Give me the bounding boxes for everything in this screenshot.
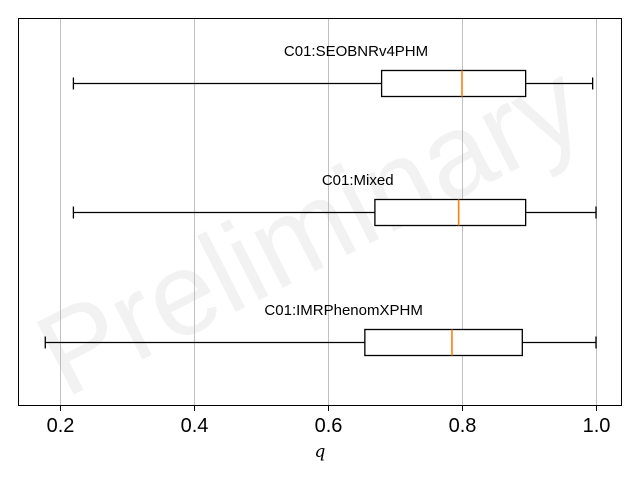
box-series: C01:IMRPhenomXPHM (44, 302, 597, 357)
series-label: C01:SEOBNRv4PHM (284, 43, 428, 60)
box-series: C01:Mixed (72, 172, 597, 227)
series-label: C01:IMRPhenomXPHM (264, 302, 422, 319)
x-tick-label: 0.2 (47, 415, 75, 437)
x-tick-label: 0.6 (315, 415, 343, 437)
iqr-box (380, 69, 527, 98)
plot-frame (18, 18, 622, 406)
x-tick-label: 0.4 (181, 415, 209, 437)
box-series: C01:SEOBNRv4PHM (72, 43, 594, 98)
iqr-box (364, 328, 523, 357)
x-tick-label: 1.0 (583, 415, 611, 437)
iqr-box (374, 198, 527, 227)
series-label: C01:Mixed (322, 172, 394, 189)
x-axis-label: q (315, 442, 326, 462)
boxes-group: C01:SEOBNRv4PHM C01:Mixed C01:IMRPhenomXPH… (44, 43, 597, 357)
x-tick-label: 0.8 (449, 415, 477, 437)
x-axis-ticks: 0.2 0.4 0.6 0.8 1.0 (47, 406, 611, 437)
